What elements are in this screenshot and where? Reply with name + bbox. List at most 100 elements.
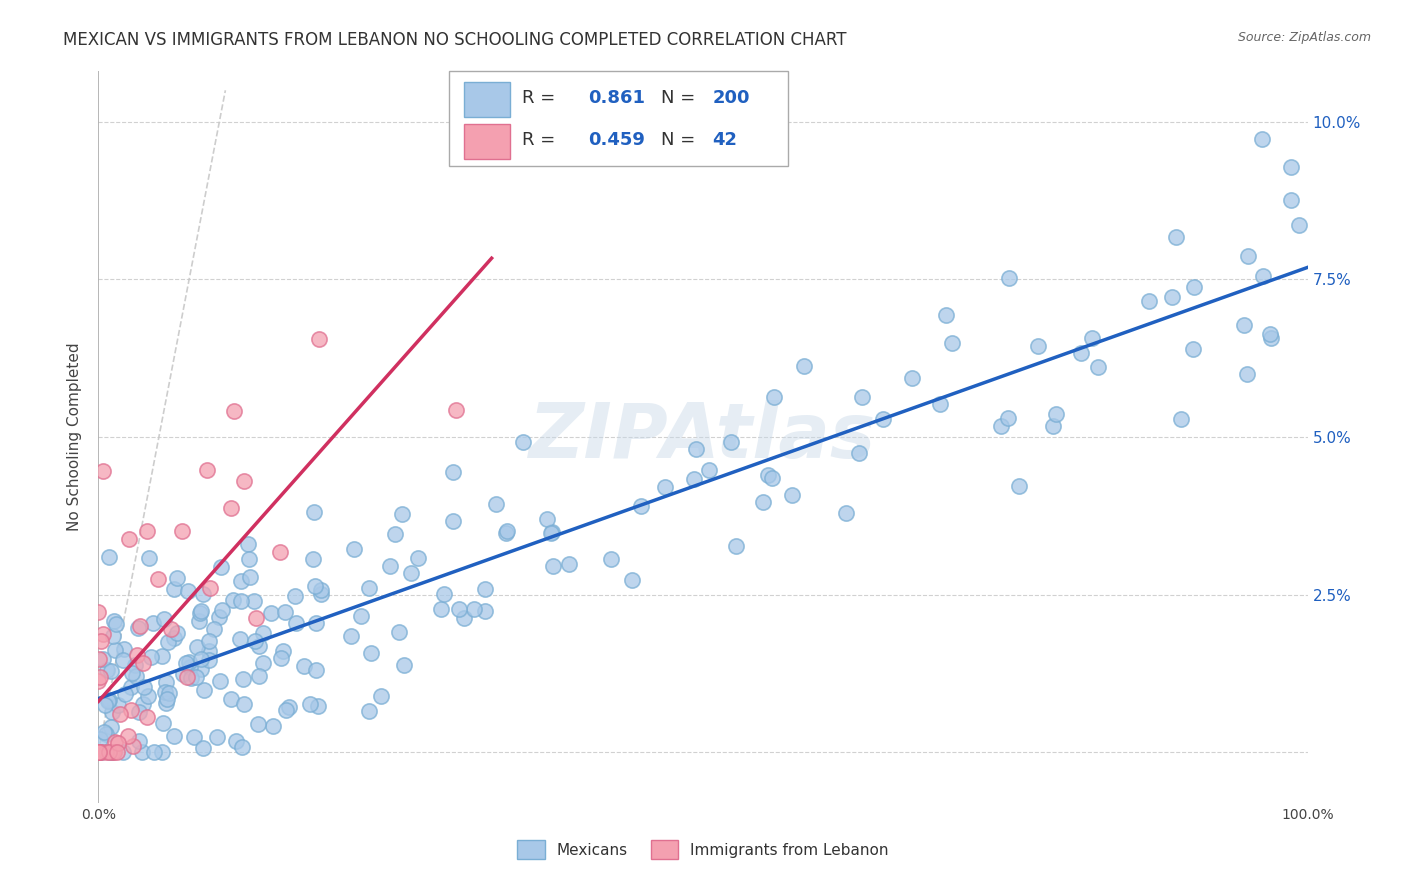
Point [90,633,112,648]
Point [87,745,110,759]
Point [209,673,232,688]
Point [231,740,253,755]
Point [139,649,162,664]
Point [176,670,198,684]
Point [190,652,212,666]
Point [540,525,562,540]
Point [941,336,963,351]
Point [463,602,485,616]
Point [292,658,315,673]
Point [761,471,783,485]
Point [1279,194,1302,208]
Text: R =: R = [522,131,561,149]
Text: N =: N = [661,89,695,107]
Point [392,657,415,672]
Point [132,680,155,694]
Point [172,524,194,539]
Point [100,745,122,759]
Point [136,689,159,703]
Point [357,581,380,595]
Point [94,698,117,712]
Point [233,697,256,711]
Point [441,465,464,479]
Point [247,716,270,731]
Point [307,698,329,713]
Point [225,733,247,747]
Point [269,545,291,559]
Point [299,697,322,711]
Point [155,675,177,690]
Point [93,724,115,739]
Point [558,557,581,571]
Point [1042,419,1064,434]
Point [1250,132,1272,146]
Point [1045,407,1067,421]
Point [98,745,121,759]
Point [120,703,142,717]
FancyBboxPatch shape [449,71,787,167]
Point [247,639,270,653]
Point [103,614,125,628]
Point [157,634,180,648]
Point [153,612,176,626]
Point [91,652,114,666]
Point [245,611,267,625]
Point [131,745,153,759]
Point [172,667,194,681]
Point [87,745,110,759]
Point [177,655,200,669]
Point [621,573,644,587]
Point [222,403,245,417]
Point [211,603,233,617]
Point [1087,360,1109,375]
Point [105,745,128,759]
Point [114,687,136,701]
Point [107,736,129,750]
FancyBboxPatch shape [464,82,509,118]
Point [1070,345,1092,359]
Point [184,670,207,684]
Point [111,653,134,667]
Point [135,524,157,539]
Text: R =: R = [522,89,561,107]
Point [197,634,219,648]
Point [108,706,131,721]
Point [600,552,623,566]
Point [231,594,253,608]
Point [378,559,401,574]
Point [111,745,134,759]
Text: 0.459: 0.459 [588,131,645,149]
Point [135,709,157,723]
Point [103,745,125,759]
Point [238,536,260,550]
Point [191,586,214,600]
Point [239,570,262,584]
Point [97,693,120,707]
Point [447,602,470,616]
Point [114,642,136,657]
Point [252,657,274,671]
Point [121,666,143,681]
Point [1288,218,1310,232]
Point [1281,161,1303,175]
Point [274,605,297,619]
Point [997,411,1019,425]
Text: ZIPAtlas: ZIPAtlas [529,401,877,474]
Point [221,692,243,706]
Point [543,559,565,574]
Point [163,631,186,645]
Point [900,371,922,385]
Point [122,739,145,753]
Point [990,419,1012,434]
Point [302,505,325,519]
FancyBboxPatch shape [464,124,509,159]
Point [278,700,301,714]
Point [935,308,957,322]
Point [90,745,112,759]
Point [193,741,215,756]
Point [1026,339,1049,353]
Point [94,727,117,741]
Point [720,435,742,450]
Point [1236,368,1258,382]
Point [343,541,366,556]
